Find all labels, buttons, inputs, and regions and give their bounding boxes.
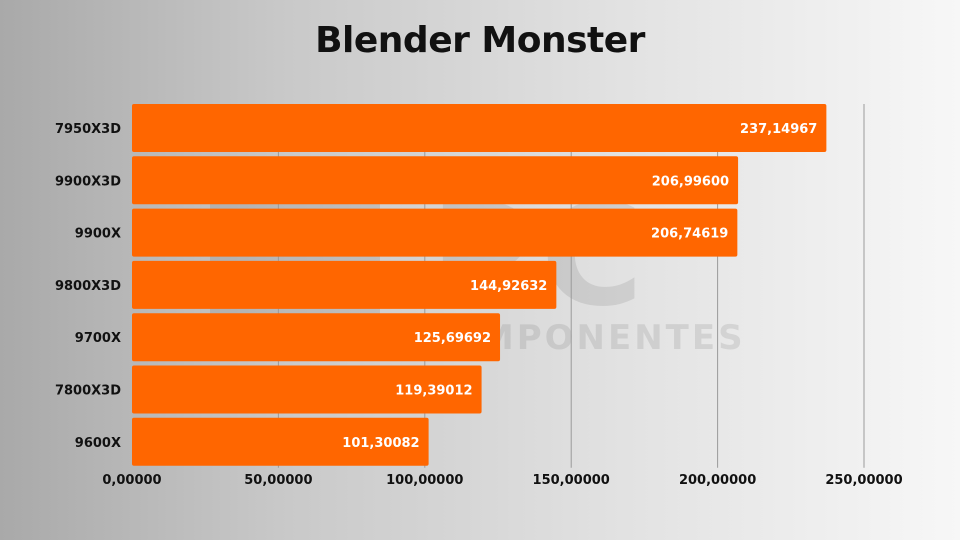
x-tick-label: 50,00000 [244, 473, 312, 488]
category-label: 7800X3D [55, 384, 121, 399]
x-tick-label: 200,00000 [679, 473, 756, 488]
bar [132, 208, 738, 257]
category-label: 7950X3D [55, 122, 121, 137]
data-label: 119,39012 [395, 384, 472, 399]
category-label: 9900X3D [55, 174, 121, 189]
category-label: 9700X [75, 331, 121, 346]
bar [132, 104, 827, 152]
data-label: 144,92632 [470, 279, 547, 294]
category-label: 9600X [75, 436, 121, 451]
chart-title: Blender Monster [315, 20, 645, 61]
data-label: 125,69692 [414, 331, 491, 346]
bar [132, 260, 557, 309]
data-label: 206,74619 [651, 227, 728, 242]
data-label: 101,30082 [342, 436, 419, 451]
bar [132, 156, 739, 205]
bar [132, 313, 501, 362]
bar [132, 417, 429, 466]
bar [132, 365, 482, 414]
category-label: 9800X3D [55, 279, 121, 294]
category-label: 9900X [75, 227, 121, 242]
x-tick-label: 150,00000 [533, 473, 610, 488]
x-tick-label: 0,00000 [102, 473, 161, 488]
x-tick-label: 100,00000 [386, 473, 463, 488]
data-label: 237,14967 [740, 122, 817, 137]
data-label: 206,99600 [652, 174, 729, 189]
x-tick-label: 250,00000 [825, 473, 902, 488]
